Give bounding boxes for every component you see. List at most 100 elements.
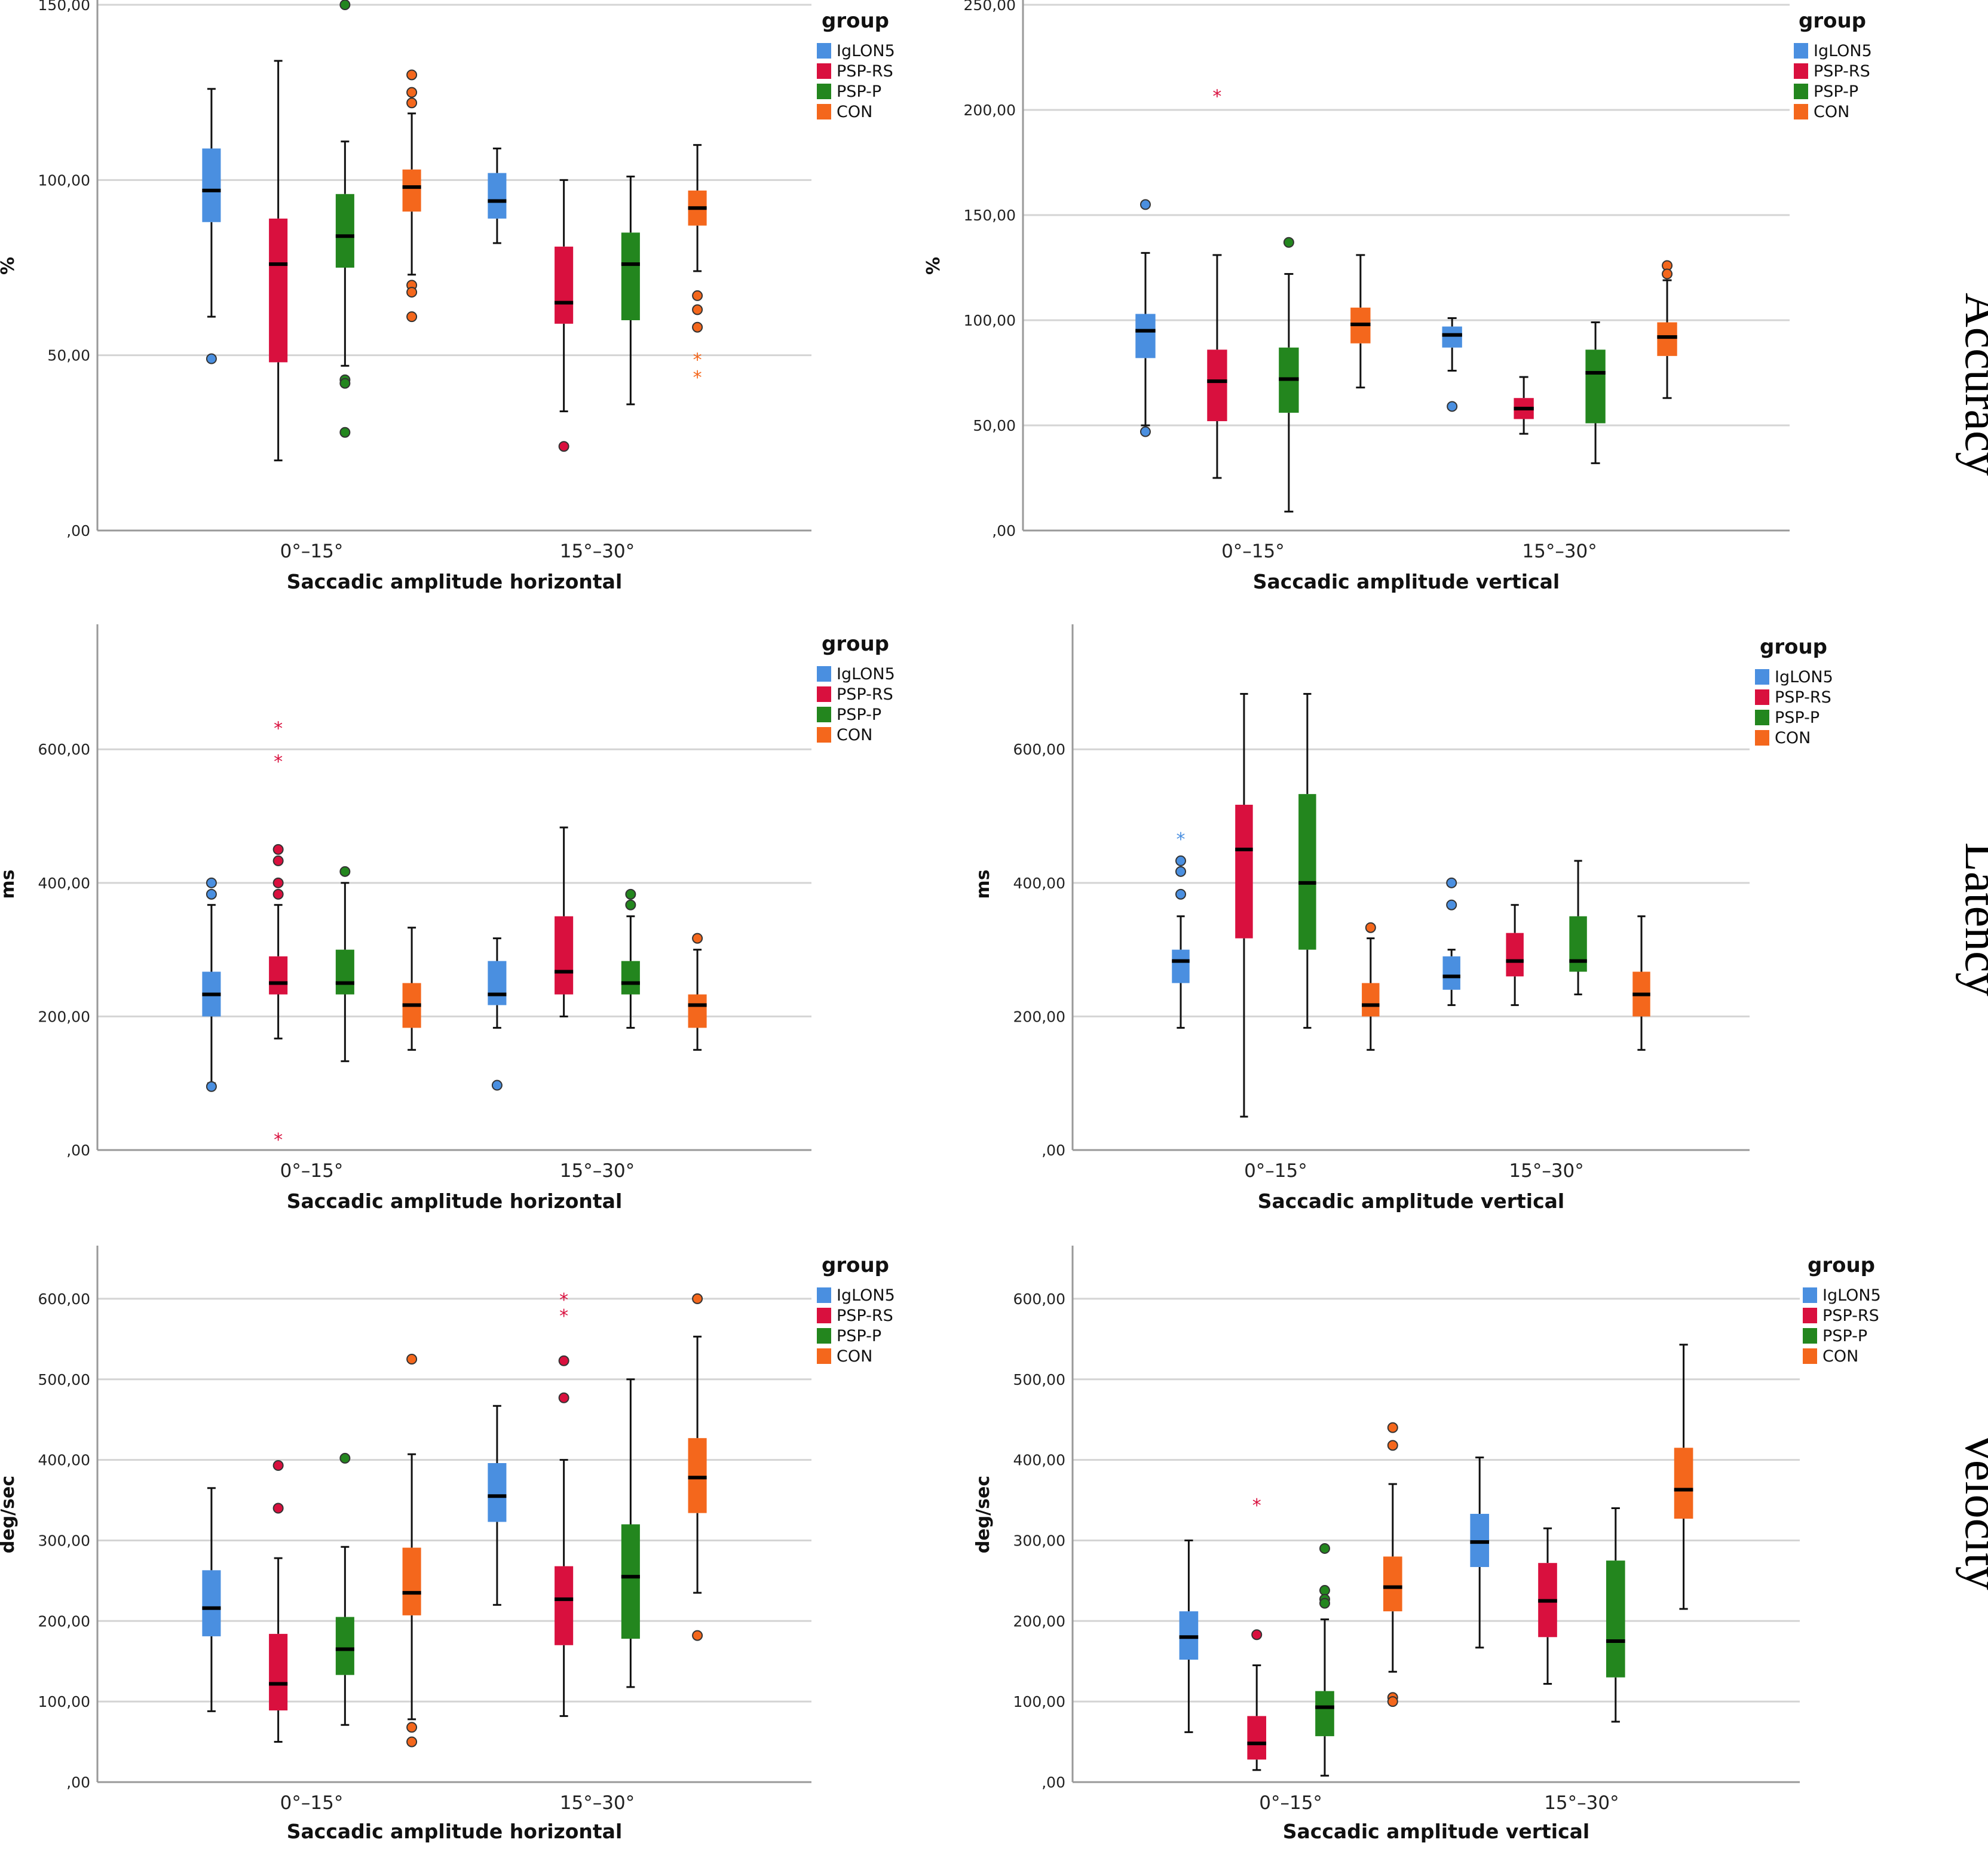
legend-label: PSP-RS — [1814, 62, 1870, 81]
y-tick-label: ,00 — [992, 522, 1016, 539]
panel-lat-v: ,00 200,00 400,00 600,00 ms 0°–15° 15°–30° Sacc… — [973, 624, 1833, 1213]
box-iqr — [1569, 916, 1587, 972]
outlier-point — [206, 353, 217, 364]
y-tick-label: 250,00 — [964, 0, 1016, 14]
y-tick-label: 200,00 — [964, 102, 1016, 119]
box-con-low — [1350, 254, 1371, 389]
x-axis-label: Saccadic amplitude horizontal — [287, 1189, 623, 1213]
box-psp-p-low — [335, 0, 354, 438]
x-category-label: 15°–30° — [1522, 541, 1597, 562]
legend-swatch-psp-p — [817, 707, 831, 722]
legend-swatch-psp-p — [817, 84, 831, 99]
x-axis-label: Saccadic amplitude vertical — [1283, 1820, 1589, 1843]
box-iqr — [1207, 349, 1227, 421]
y-tick-label: ,00 — [66, 1142, 90, 1159]
box-iqr — [1657, 322, 1677, 356]
box-con-high — [1674, 1344, 1693, 1610]
box-iglon5-high — [488, 937, 507, 1091]
extreme-point: * — [274, 752, 283, 772]
y-tick-label: 400,00 — [1013, 875, 1065, 892]
row-label-accuracy: Accuracy — [1955, 293, 1988, 476]
y-tick-label: ,00 — [66, 522, 90, 539]
outlier-point — [406, 311, 418, 323]
outlier-point — [491, 1080, 503, 1091]
outlier-point — [272, 888, 284, 900]
y-tick-label: ,00 — [66, 1774, 90, 1791]
box-psp-p-high — [621, 888, 640, 1029]
box-psp-p-low — [1315, 1543, 1334, 1777]
outlier-point — [206, 877, 217, 888]
box-iqr — [688, 1438, 707, 1513]
outlier-point — [1387, 1422, 1398, 1433]
legend-swatch-psp-p — [1794, 84, 1808, 99]
outlier-point — [272, 844, 284, 855]
outlier-point — [1139, 199, 1151, 210]
x-category-label: 15°–30° — [1509, 1160, 1583, 1182]
y-tick-label: 300,00 — [1013, 1532, 1065, 1549]
y-tick-label: 400,00 — [38, 1452, 90, 1469]
legend-swatch-psp-rs — [1794, 63, 1808, 79]
outlier-point — [625, 888, 636, 900]
outlier-point — [272, 1503, 284, 1514]
outlier-point — [1365, 922, 1376, 933]
row-labels: Accuracy Latency Velocity — [1955, 293, 1988, 1590]
box-psp-rs-low — [269, 1460, 288, 1743]
y-tick-label: 100,00 — [1013, 1693, 1065, 1710]
outlier-point — [1175, 888, 1186, 900]
panel-vel-v: ,00 100,00 200,00 300,00 400,00 500,00 600,00 d… — [973, 1246, 1881, 1843]
legend-label: CON — [1822, 1347, 1858, 1366]
box-iqr — [1172, 949, 1190, 983]
legend-swatch-psp-p — [1755, 710, 1769, 725]
box-iqr — [555, 1566, 574, 1645]
outlier-point — [1251, 1629, 1263, 1641]
box-psp-p-low — [335, 1452, 354, 1726]
outlier-point — [406, 87, 418, 98]
box-psp-rs-high — [555, 826, 574, 1017]
box-con-low — [1362, 922, 1380, 1051]
legend: group IgLON5 PSP-RS PSP-P CON — [817, 632, 895, 744]
outlier-point — [692, 321, 703, 333]
x-axis-label: Saccadic amplitude horizontal — [287, 570, 623, 593]
legend-label: IgLON5 — [837, 665, 895, 683]
box-con-high — [688, 933, 707, 1051]
box-iqr — [488, 173, 507, 219]
outlier-point — [339, 1452, 351, 1464]
x-axis-label: Saccadic amplitude horizontal — [287, 1820, 623, 1843]
legend-label: PSP-RS — [1775, 688, 1831, 707]
legend-label: PSP-P — [1814, 82, 1858, 101]
outlier-point — [1283, 237, 1294, 248]
y-tick-label: 600,00 — [38, 741, 90, 758]
box-iqr — [621, 1524, 640, 1639]
legend-swatch-con — [1803, 1348, 1817, 1364]
outlier-point — [1387, 1696, 1398, 1707]
box-iqr — [488, 1463, 507, 1522]
legend-label: IgLON5 — [1775, 668, 1833, 686]
box-iqr — [1674, 1448, 1693, 1519]
box-iqr — [1362, 983, 1380, 1017]
outlier-point — [1319, 1543, 1330, 1554]
box-iqr — [688, 994, 707, 1028]
legend: group IgLON5 PSP-RS PSP-P CON — [1755, 635, 1833, 747]
legend-label: PSP-P — [837, 706, 881, 724]
x-category-label: 0°–15° — [1259, 1792, 1322, 1814]
box-iglon5-low: * — [1172, 829, 1190, 1029]
y-tick-label: 50,00 — [47, 347, 90, 364]
box-psp-rs-high — [555, 179, 574, 452]
y-tick-label: 300,00 — [38, 1532, 90, 1549]
legend-swatch-psp-p — [817, 1328, 831, 1344]
y-tick-label: 200,00 — [38, 1008, 90, 1025]
box-con-high — [1657, 260, 1677, 399]
box-iqr — [1247, 1716, 1267, 1760]
outlier-point — [558, 1392, 569, 1403]
outlier-point — [1387, 1440, 1398, 1451]
extreme-point: * — [559, 1306, 568, 1327]
box-iqr — [555, 246, 574, 324]
y-tick-label: 600,00 — [38, 1290, 90, 1308]
box-iqr — [621, 232, 640, 320]
legend-label: IgLON5 — [837, 1286, 895, 1305]
outlier-point — [1446, 899, 1457, 910]
extreme-point: * — [693, 367, 702, 388]
outlier-point — [1139, 426, 1151, 437]
outlier-point — [558, 441, 569, 452]
outlier-point — [692, 1293, 703, 1304]
